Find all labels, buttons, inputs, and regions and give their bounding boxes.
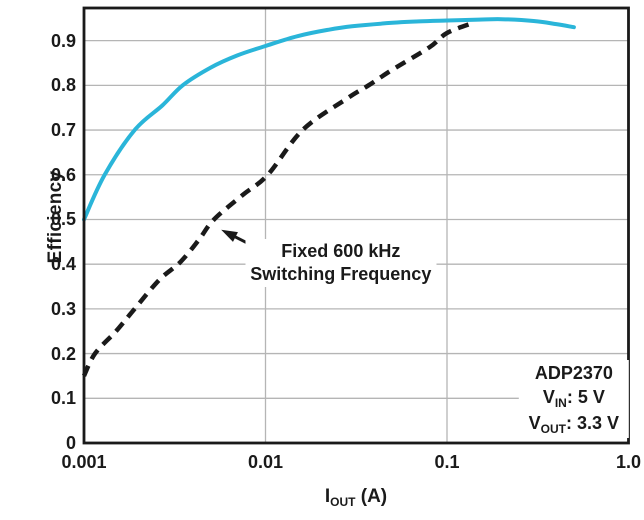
y-tick-label: 0.1 [50,388,76,409]
y-tick-label: 0.5 [50,209,76,230]
x-axis-title-unit: (A) [355,486,388,507]
vout-spec: VOUT: 3.3 V [528,412,620,436]
y-tick-label: 0.4 [50,254,76,275]
y-tick-label: 0 [65,433,76,453]
part-info-box: ADP2370 VIN: 5 V VOUT: 3.3 V [518,359,630,438]
part-number: ADP2370 [534,362,613,383]
x-axis-title-symbol: I [324,486,331,507]
y-tick-label: 0.8 [50,75,76,96]
y-tick-label: 0.3 [50,298,76,319]
vin-spec: VIN: 5 V [542,386,605,410]
y-axis-title: Efficiency [45,170,66,264]
x-axis-title: IOUT (A) [324,486,388,509]
plot-border [82,6,630,445]
y-tick-label: 0.2 [50,343,76,364]
x-tick-label: 0.01 [247,452,284,472]
solid-cyan-curve [82,17,576,222]
curve-annotation-line2: Switching Frequency [250,264,432,285]
x-axis-title-subscript: OUT [330,495,356,509]
y-tick-label: 0.7 [50,120,76,141]
curve-annotation-label: Fixed 600 kHz Switching Frequency [245,239,437,288]
x-tick-label: 1.0 [615,452,642,472]
curve-annotation-line1: Fixed 600 kHz [281,241,401,262]
x-tick-label: 0.1 [434,452,460,472]
fixed-600khz-dashed-curve [81,20,475,377]
y-tick-label: 0.9 [50,30,76,51]
y-tick-label: 0.6 [50,164,76,185]
x-tick-label: 0.001 [61,452,107,472]
annotation-arrow-head [221,229,238,242]
